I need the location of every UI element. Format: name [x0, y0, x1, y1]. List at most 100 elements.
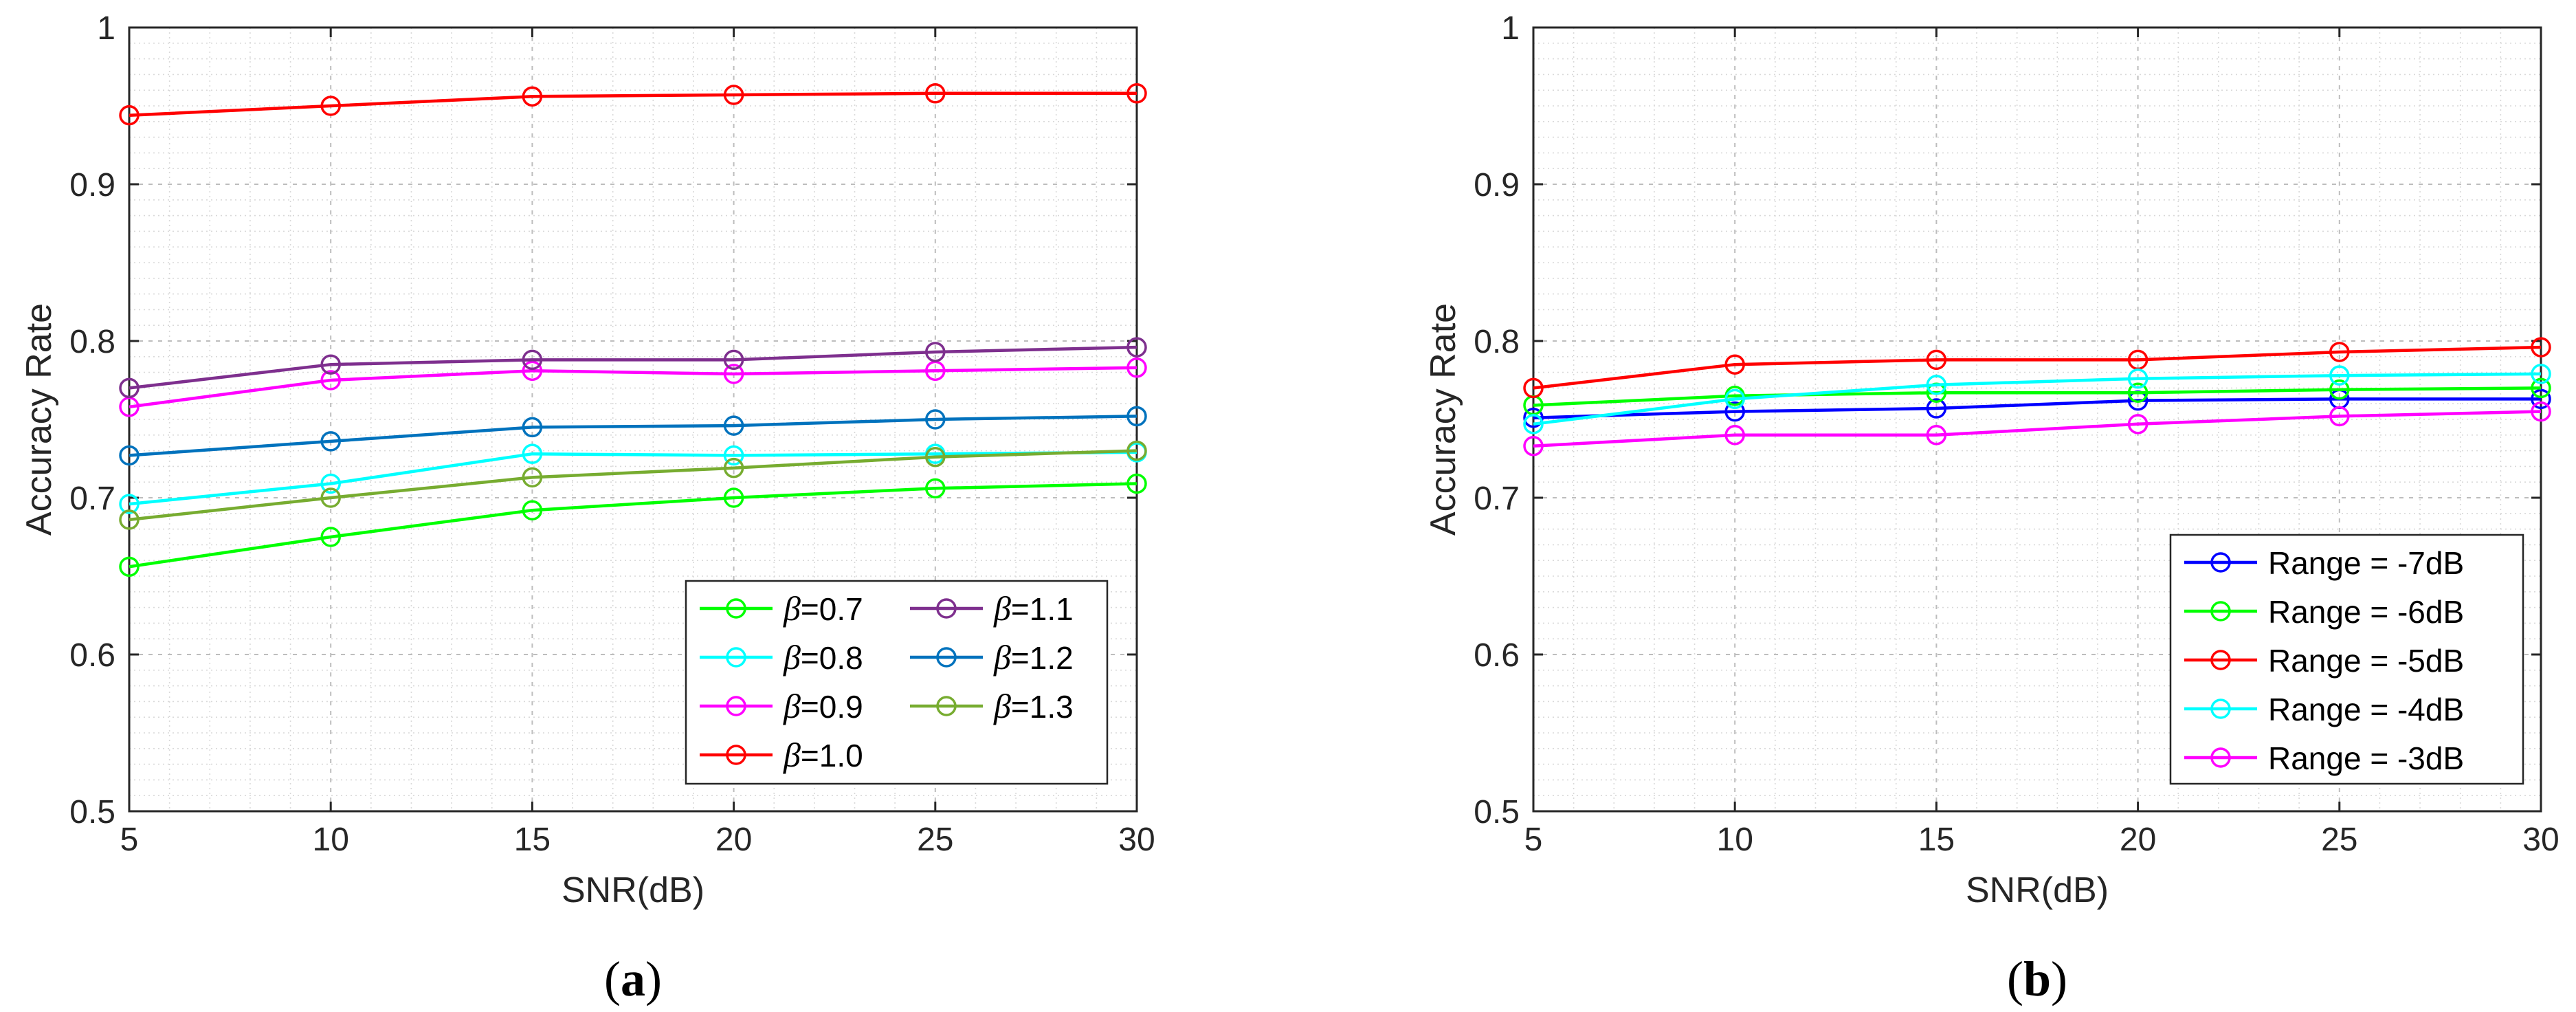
data-point [2329, 379, 2350, 400]
data-point [1926, 398, 1947, 419]
y-axis-label: Accuracy Rate [19, 303, 59, 536]
x-tick-label: 30 [1118, 822, 1155, 858]
data-point [1126, 83, 1147, 104]
data-point [1523, 414, 1544, 434]
data-point [2329, 406, 2350, 427]
panel-caption-letter: a [621, 952, 645, 1006]
data-point [522, 417, 543, 438]
legend-label: Range = -3dB [2268, 740, 2464, 776]
data-point [1523, 377, 1544, 399]
data-point [320, 370, 341, 390]
data-point [119, 556, 140, 578]
legend-label-symbol: β [783, 638, 801, 676]
x-tick-label: 20 [715, 822, 752, 858]
data-point [723, 457, 744, 478]
data-point [1724, 388, 1745, 410]
x-tick-label: 10 [313, 822, 349, 858]
series-line-0 [1533, 397, 2541, 419]
panel-b: 5 10 15 20 25 30 0.5 0.6 0.7 0.8 0.9 1 SNR(dB) Accura… [1423, 10, 2560, 1006]
y-tick-label: 0.5 [69, 794, 115, 830]
data-point [2531, 377, 2551, 399]
data-point [320, 527, 341, 547]
data-point [522, 86, 543, 107]
data-point [925, 446, 946, 468]
panel-caption-open: ( [2007, 952, 2023, 1006]
legend-box [685, 580, 1109, 785]
legend-label-symbol: β [783, 736, 801, 774]
series-line-6 [129, 449, 1137, 522]
data-point [320, 473, 341, 494]
legend-label: Range = -5dB [2268, 643, 2464, 679]
x-tick-label: 10 [1717, 822, 1753, 858]
data-point [1724, 354, 1745, 375]
panel-caption: (b) [2007, 952, 2067, 1006]
series-line-1 [1533, 386, 2542, 407]
y-tick-label: 0.9 [69, 167, 115, 204]
data-point [1126, 337, 1147, 358]
y-axis-label: Accuracy Rate [1423, 303, 1463, 536]
legend-label-value: =1.3 [1011, 689, 1074, 725]
series-line-4 [1533, 410, 2542, 448]
data-point [2127, 382, 2148, 403]
x-tick-label: 25 [917, 822, 953, 858]
data-point [320, 487, 341, 508]
data-point [119, 494, 140, 514]
legend-label: β=0.9 [783, 687, 863, 725]
data-point [925, 409, 946, 430]
data-point [522, 467, 543, 488]
series-line-2 [129, 366, 1137, 409]
series-line-4 [129, 345, 1137, 390]
data-point [320, 354, 341, 375]
tick-marks [1532, 26, 2542, 813]
data-point [2531, 401, 2551, 422]
data-point [1126, 440, 1147, 461]
panel-caption-open: ( [604, 952, 621, 1006]
x-tick-label: 20 [2120, 822, 2156, 858]
data-point [2127, 414, 2148, 434]
legend-label-symbol: β [993, 638, 1011, 676]
legend-label: β=0.8 [783, 638, 863, 676]
series-line-3 [129, 91, 1137, 117]
data-point [1126, 406, 1147, 427]
legend-swatch-marker [936, 696, 957, 716]
data-point [723, 487, 744, 508]
data-point [723, 364, 744, 384]
y-tick-label: 0.8 [1474, 324, 1520, 360]
data-point [723, 85, 744, 105]
y-tick-label: 0.5 [1474, 794, 1520, 830]
y-tick-label: 1 [1501, 10, 1520, 47]
data-point [119, 445, 140, 466]
legend-swatch-marker [2210, 601, 2231, 622]
data-point [1724, 425, 1745, 446]
data-point [1926, 375, 1947, 395]
data-point [119, 509, 140, 530]
legend-label-symbol: β [783, 687, 801, 725]
legend-swatch-marker [936, 598, 957, 619]
x-tick-label: 15 [1918, 822, 1955, 858]
series-line-5 [129, 415, 1137, 457]
data-point [1523, 407, 1544, 428]
legend-label: Range = -6dB [2268, 594, 2464, 630]
series-line-2 [1533, 345, 2542, 390]
legend-swatch-marker [726, 745, 746, 765]
x-tick-label: 5 [120, 822, 139, 858]
data-point [925, 83, 946, 104]
y-tick-label: 0.7 [1474, 481, 1520, 517]
legend-label-value: =1.0 [801, 738, 863, 773]
legend-swatch-marker [726, 598, 746, 619]
data-point [723, 415, 744, 436]
data-point [1926, 349, 1947, 371]
minor-grid [1533, 28, 2541, 811]
legend-swatch-marker [726, 696, 746, 716]
data-point [1126, 473, 1147, 494]
data-point [320, 96, 341, 116]
data-point [522, 443, 543, 464]
series-line-1 [129, 450, 1137, 506]
minor-grid [129, 28, 1137, 811]
legend-swatch-marker [2210, 747, 2231, 768]
panel-caption: (a) [604, 952, 662, 1006]
panel-caption-close: ) [645, 952, 662, 1006]
legend-label: Range = -4dB [2268, 692, 2464, 727]
data-point [925, 478, 946, 499]
